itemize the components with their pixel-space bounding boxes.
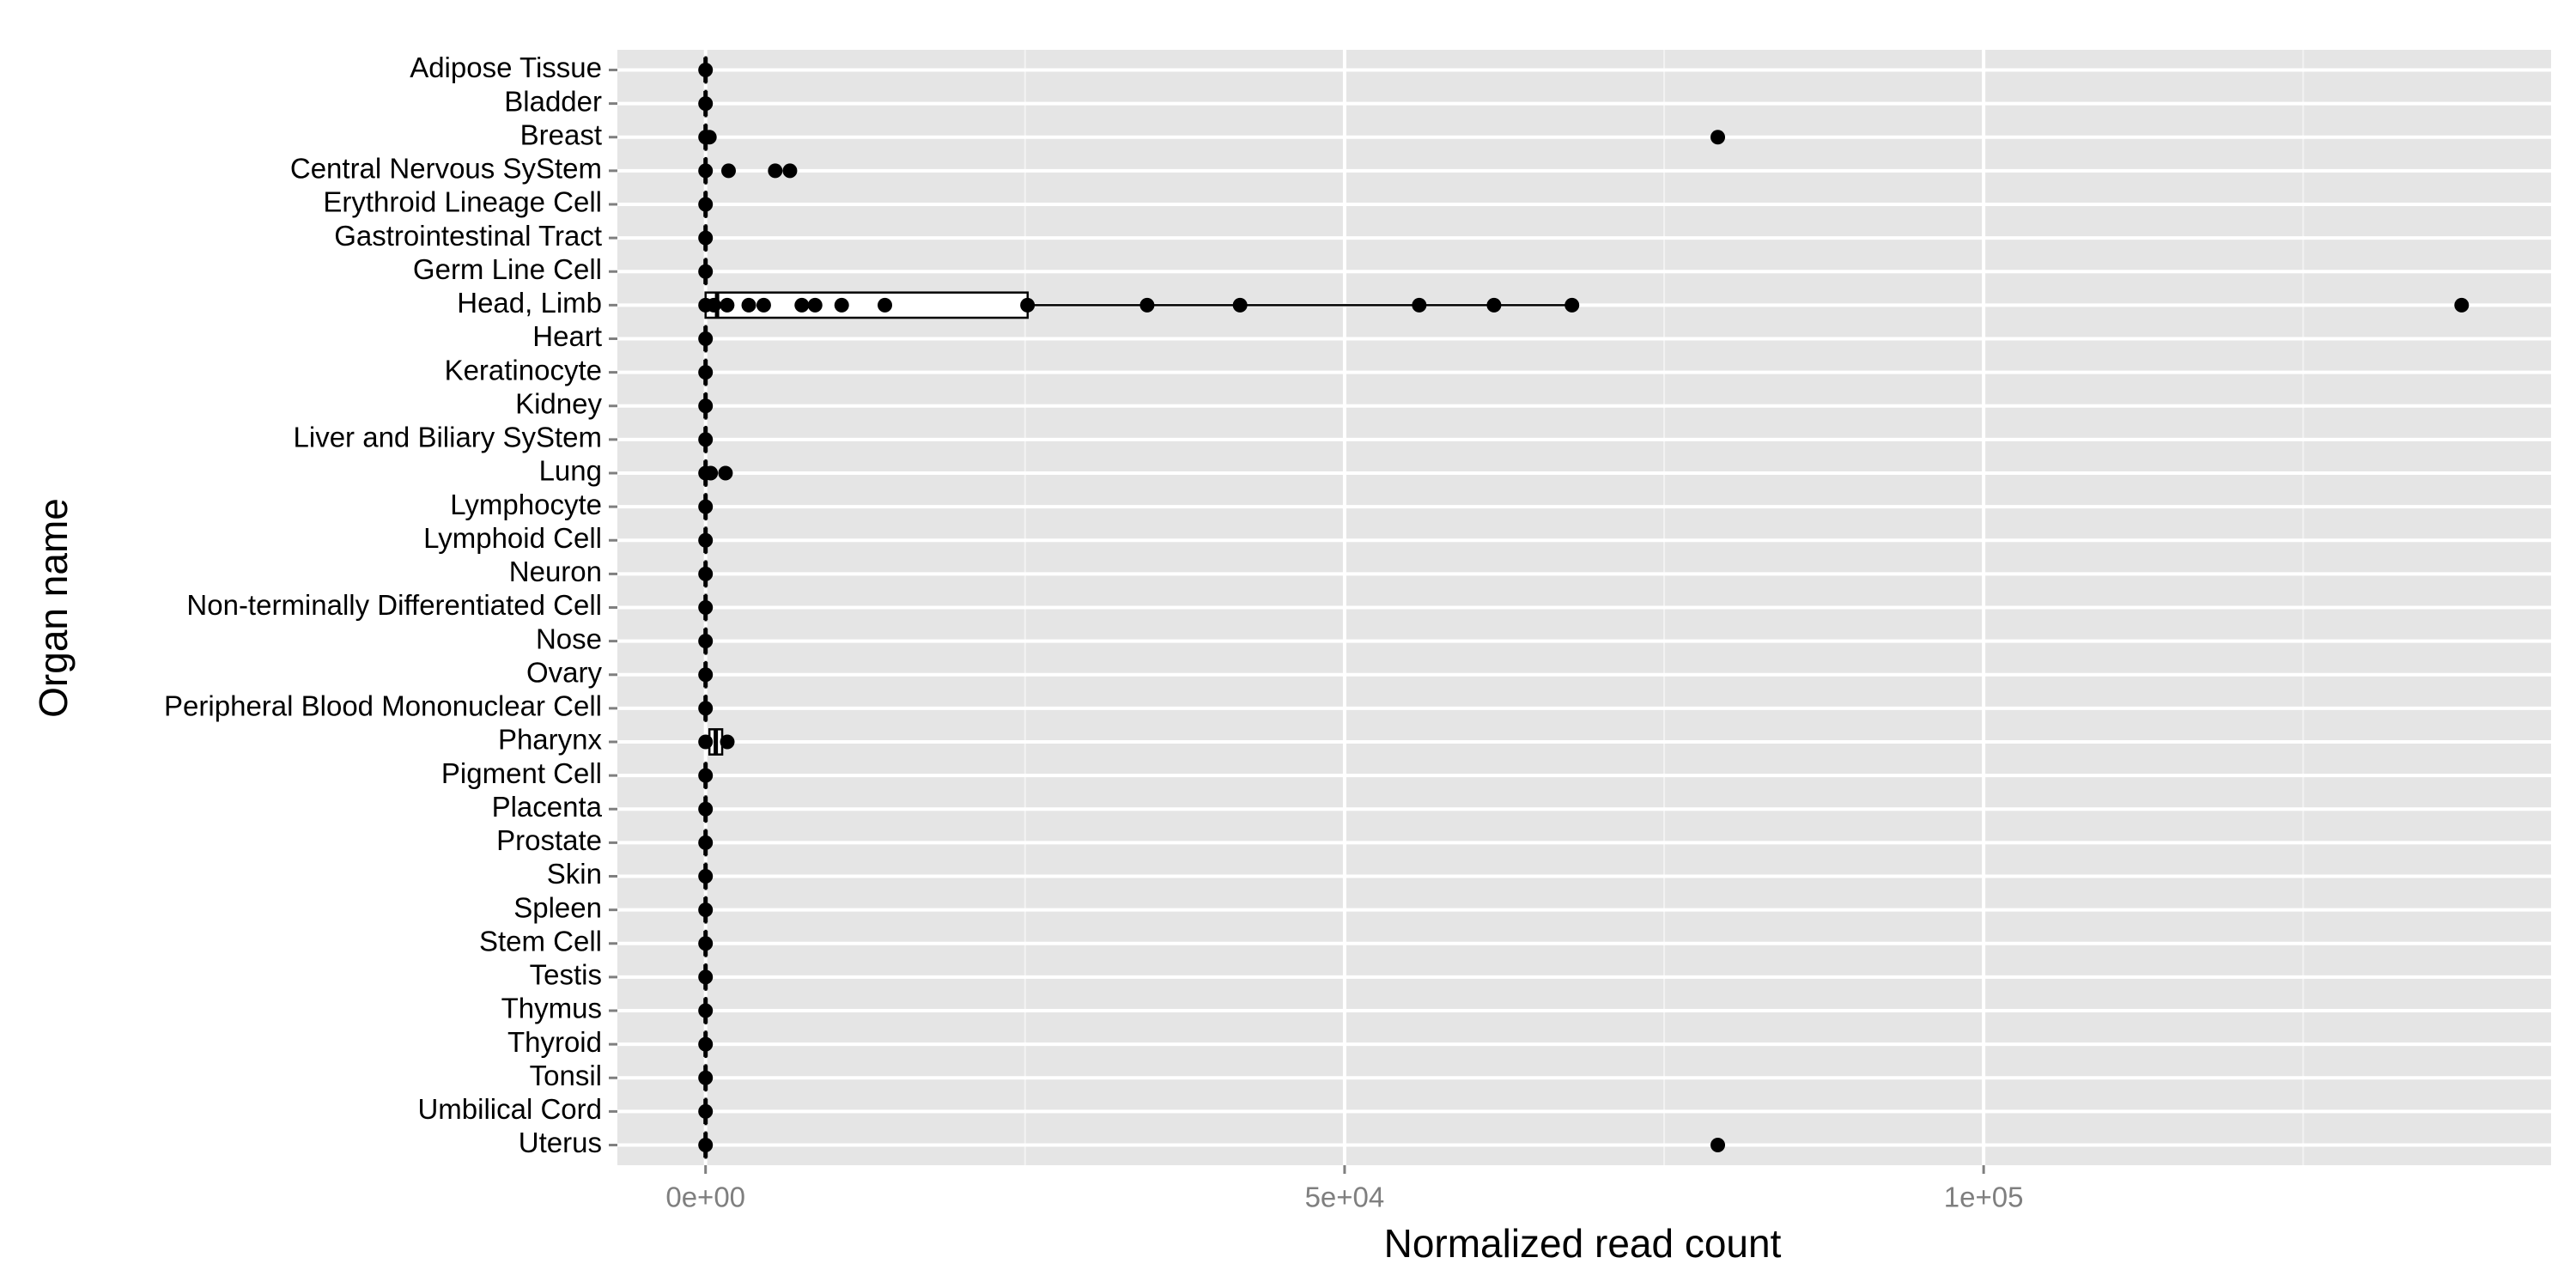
- data-point: [807, 297, 823, 313]
- data-point: [1139, 297, 1155, 313]
- data-point: [698, 532, 714, 548]
- x-axis-title: Normalized read count: [1384, 1221, 1782, 1266]
- data-point: [1564, 297, 1580, 313]
- y-tick-label: Gastrointestinal Tract: [334, 220, 602, 252]
- y-tick-label: Erythroid Lineage Cell: [323, 186, 602, 218]
- y-tick-label: Kidney: [515, 387, 602, 419]
- y-tick-label: Placenta: [492, 791, 603, 823]
- y-tick-label: Uterus: [519, 1127, 602, 1158]
- data-point: [1710, 130, 1726, 145]
- data-point: [703, 465, 719, 481]
- data-point: [878, 297, 893, 313]
- y-tick-label: Breast: [520, 118, 602, 150]
- y-tick-label: Lymphoid Cell: [423, 522, 602, 554]
- data-point: [2454, 297, 2470, 313]
- data-point: [698, 600, 714, 615]
- y-tick-label: Ovary: [526, 656, 603, 688]
- y-tick-label: Germ Line Cell: [413, 253, 602, 285]
- data-point: [698, 1103, 714, 1119]
- y-tick-label: Lung: [539, 455, 602, 487]
- data-point: [1232, 297, 1248, 313]
- data-point: [698, 499, 714, 514]
- data-point: [1710, 1138, 1726, 1153]
- data-point: [698, 1036, 714, 1052]
- data-point: [1020, 297, 1036, 313]
- y-tick-label: Testis: [530, 959, 602, 991]
- data-point: [756, 297, 771, 313]
- y-tick-label: Umbilical Cord: [417, 1093, 602, 1125]
- y-tick-label: Spleen: [513, 891, 602, 923]
- y-tick-label: Skin: [547, 858, 602, 890]
- data-point: [698, 634, 714, 649]
- data-point: [698, 566, 714, 581]
- data-point: [698, 62, 714, 77]
- data-point: [698, 734, 714, 750]
- data-point: [768, 163, 783, 179]
- y-tick-label: Head, Limb: [457, 287, 602, 319]
- x-tick-label: 5e+04: [1305, 1182, 1385, 1213]
- y-tick-label: Thyroid: [507, 1026, 602, 1058]
- data-point: [720, 297, 735, 313]
- data-point: [698, 936, 714, 951]
- data-point: [698, 768, 714, 783]
- y-tick-label: Pigment Cell: [441, 757, 602, 789]
- data-point: [698, 1070, 714, 1085]
- data-point: [698, 230, 714, 246]
- data-point: [718, 465, 733, 481]
- data-point: [698, 96, 714, 112]
- y-tick-label: Lymphocyte: [450, 489, 602, 520]
- data-point: [698, 163, 714, 179]
- data-point: [698, 667, 714, 683]
- data-point: [702, 130, 717, 145]
- y-tick-label: Liver and Biliary SyStem: [294, 422, 602, 453]
- data-point: [698, 701, 714, 716]
- y-tick-label: Thymus: [501, 993, 602, 1024]
- data-point: [794, 297, 810, 313]
- data-point: [698, 969, 714, 985]
- y-tick-label: Neuron: [509, 556, 602, 587]
- data-point: [720, 163, 736, 179]
- data-point: [698, 869, 714, 884]
- data-point: [698, 398, 714, 414]
- y-axis-title: Organ name: [31, 498, 76, 718]
- data-point: [698, 1138, 714, 1153]
- y-tick-label: Peripheral Blood Mononuclear Cell: [164, 690, 602, 722]
- x-tick-label: 0e+00: [665, 1182, 745, 1213]
- data-point: [706, 297, 721, 313]
- y-tick-label: Stem Cell: [479, 925, 602, 957]
- y-tick-label: Adipose Tissue: [410, 52, 602, 83]
- data-point: [698, 331, 714, 346]
- data-point: [698, 365, 714, 380]
- y-tick-label: Prostate: [496, 824, 602, 856]
- data-point: [834, 297, 849, 313]
- y-tick-label: Central Nervous SyStem: [290, 153, 602, 185]
- y-tick-label: Nose: [536, 623, 602, 654]
- x-tick-label: 1e+05: [1944, 1182, 2024, 1213]
- data-point: [1412, 297, 1427, 313]
- data-point: [698, 902, 714, 918]
- data-point: [782, 163, 798, 179]
- y-tick-label: Tonsil: [530, 1060, 602, 1091]
- data-point: [741, 297, 756, 313]
- data-point: [698, 835, 714, 850]
- y-tick-label: Non-terminally Differentiated Cell: [186, 589, 602, 621]
- data-point: [720, 734, 735, 750]
- data-point: [698, 1003, 714, 1018]
- y-tick-label: Bladder: [504, 85, 602, 117]
- data-point: [698, 432, 714, 447]
- y-tick-label: Heart: [532, 320, 602, 352]
- y-tick-label: Pharynx: [498, 724, 603, 756]
- y-tick-label: Keratinocyte: [445, 354, 602, 386]
- data-point: [698, 801, 714, 817]
- data-point: [698, 264, 714, 279]
- data-point: [1486, 297, 1502, 313]
- data-point: [698, 197, 714, 212]
